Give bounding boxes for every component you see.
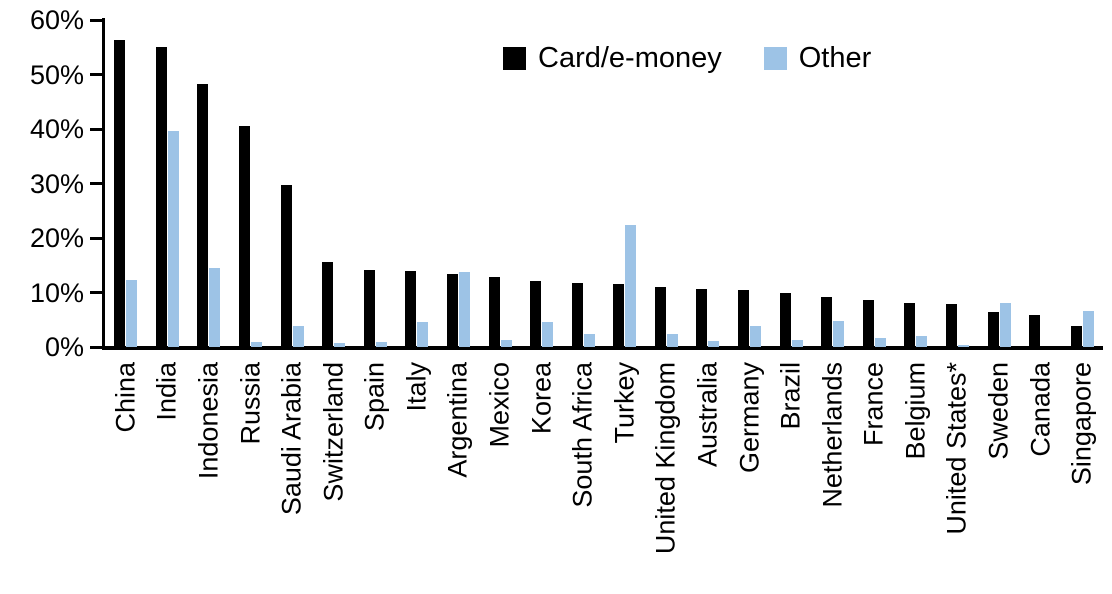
bar-other — [375, 341, 387, 347]
x-axis-label: Argentina — [442, 362, 473, 478]
bar-other — [874, 338, 886, 347]
bar-card-e-money — [987, 311, 999, 347]
x-axis-line — [102, 346, 1103, 350]
x-axis-label: Singapore — [1066, 362, 1097, 486]
x-axis-label: Germany — [734, 362, 765, 474]
y-tick — [90, 291, 105, 294]
y-tick-label: 10% — [29, 277, 84, 308]
y-tick-label: 30% — [29, 168, 84, 199]
bar-other — [1082, 311, 1094, 347]
bar-card-e-money — [322, 261, 334, 347]
bar-card-e-money — [363, 269, 375, 347]
x-axis-label: Brazil — [775, 362, 806, 430]
y-tick-label: 20% — [29, 223, 84, 253]
bar-other — [542, 321, 554, 347]
x-axis-label: France — [858, 362, 889, 447]
y-tick-label: 40% — [29, 114, 84, 144]
x-axis-label: Spain — [359, 362, 390, 432]
x-axis-label: Italy — [401, 362, 432, 412]
bar-card-e-money — [239, 126, 251, 347]
x-axis-label: Canada — [1025, 362, 1056, 457]
x-axis-label: Australia — [692, 362, 723, 468]
bar-other — [292, 325, 304, 347]
bar-card-e-money — [530, 280, 542, 347]
bar-card-e-money — [738, 289, 750, 347]
legend: Card/e-money Other — [503, 44, 871, 73]
x-axis-label: Belgium — [900, 362, 931, 460]
bar-card-e-money — [155, 47, 167, 347]
bar-other — [791, 340, 803, 347]
bar-other — [251, 341, 263, 347]
x-axis-label: United States* — [941, 362, 972, 535]
bar-card-e-money — [821, 296, 833, 347]
bar-card-e-money — [1070, 325, 1082, 347]
bar-card-e-money — [654, 287, 666, 347]
y-tick — [90, 127, 105, 131]
bar-other — [750, 325, 762, 347]
y-tick — [90, 345, 105, 349]
bar-other — [167, 131, 179, 347]
x-axis-label: India — [151, 362, 182, 421]
bar-other — [666, 334, 678, 347]
legend-swatch-other — [763, 47, 787, 70]
bar-other — [625, 224, 637, 347]
bar-other — [916, 335, 928, 347]
x-axis-label: Switzerland — [318, 362, 349, 502]
y-tick-label: 50% — [29, 59, 84, 90]
y-tick-label: 60% — [29, 5, 84, 35]
bar-card-e-money — [862, 300, 874, 347]
legend-label-card-e-money: Card/e-money — [538, 42, 722, 74]
y-tick — [90, 18, 105, 22]
x-axis-label: China — [110, 362, 141, 433]
x-axis-label: Mexico — [484, 362, 515, 448]
x-axis-label: Turkey — [609, 362, 640, 444]
bar-card-e-money — [446, 273, 458, 347]
x-axis-label: Netherlands — [817, 362, 848, 508]
bar-other — [126, 279, 138, 347]
bar-card-e-money — [114, 40, 126, 347]
bar-card-e-money — [197, 84, 209, 347]
bar-other — [999, 303, 1011, 347]
bar-card-e-money — [280, 185, 292, 347]
bar-other — [583, 333, 595, 347]
x-axis-label: United Kingdom — [650, 362, 681, 555]
bar-card-e-money — [488, 276, 500, 347]
bar-other — [334, 343, 346, 347]
bar-other — [957, 345, 969, 347]
bar-other — [833, 320, 845, 347]
bar-card-e-money — [613, 284, 625, 347]
bar-card-e-money — [696, 288, 708, 347]
bar-card-e-money — [904, 302, 916, 347]
bar-other — [209, 267, 221, 347]
x-axis-label: Indonesia — [193, 362, 224, 480]
y-tick — [90, 236, 105, 240]
y-tick — [90, 182, 105, 185]
legend-swatch-card-e-money — [503, 47, 526, 70]
x-axis-label: Russia — [235, 362, 266, 445]
x-axis-label: Sweden — [983, 362, 1014, 460]
bar-card-e-money — [405, 270, 417, 347]
y-tick-label: 0% — [44, 332, 84, 362]
bar-card-e-money — [1029, 314, 1041, 347]
bar-card-e-money — [571, 282, 583, 347]
x-axis-label: South Africa — [567, 362, 598, 508]
bar-card-e-money — [779, 293, 791, 347]
bar-other — [708, 341, 720, 347]
y-tick — [90, 73, 105, 76]
bar-other — [417, 321, 429, 347]
bar-other — [500, 339, 512, 347]
bar-card-e-money — [945, 303, 957, 347]
x-axis-label: Saudi Arabia — [276, 362, 307, 516]
legend-label-other: Other — [798, 42, 872, 74]
bar-other — [458, 271, 470, 347]
x-axis-label: Korea — [526, 362, 557, 435]
